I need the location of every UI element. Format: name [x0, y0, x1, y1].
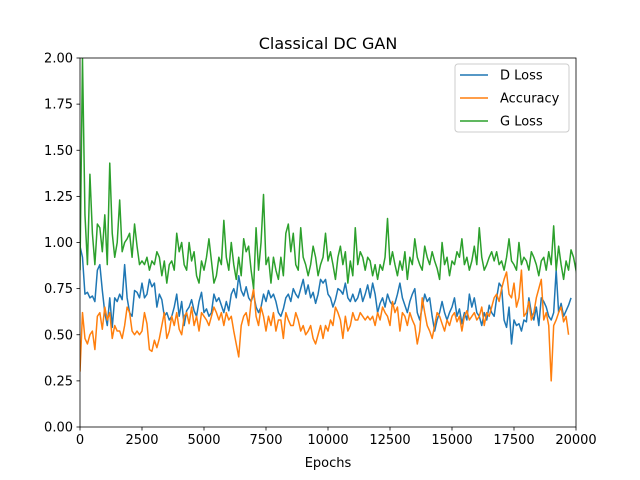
y-tick-label: 1.75 — [44, 98, 73, 113]
y-tick-label: 1.00 — [44, 236, 73, 251]
x-tick-label: 7500 — [249, 433, 282, 448]
axes-layer: 0 2500 5000 7500 10000 12500 15000 17500 20000 0.… — [44, 52, 597, 449]
series-line-g-loss — [80, 58, 576, 290]
series-line-d-loss — [80, 246, 572, 345]
legend-box — [454, 63, 570, 133]
x-tick-label: 0 — [76, 433, 84, 448]
y-tick-label: 0.00 — [44, 421, 73, 436]
x-tick-label: 2500 — [125, 433, 158, 448]
legend-label: Accuracy — [500, 92, 560, 107]
x-tick-label: 20000 — [555, 433, 596, 448]
x-tick-label: 12500 — [369, 433, 410, 448]
y-tick-label: 0.25 — [44, 374, 73, 389]
y-tick-label: 1.25 — [44, 190, 73, 205]
legend: D Loss Accuracy G Loss — [454, 63, 570, 133]
y-tick-label: 0.50 — [44, 328, 73, 343]
x-tick-label: 5000 — [187, 433, 220, 448]
y-tick-label: 2.00 — [44, 52, 73, 67]
x-tick-label: 10000 — [307, 433, 348, 448]
chart-title: Classical DC GAN — [259, 34, 398, 53]
y-tick-label: 1.50 — [44, 144, 73, 159]
legend-label: G Loss — [500, 115, 543, 130]
x-axis-label: Epochs — [305, 456, 352, 471]
legend-label: D Loss — [500, 69, 543, 84]
x-tick-label: 17500 — [493, 433, 534, 448]
y-tick-label: 0.75 — [44, 282, 73, 297]
series-line-accuracy — [80, 269, 570, 382]
x-tick-label: 15000 — [431, 433, 472, 448]
series-layer — [80, 58, 576, 382]
